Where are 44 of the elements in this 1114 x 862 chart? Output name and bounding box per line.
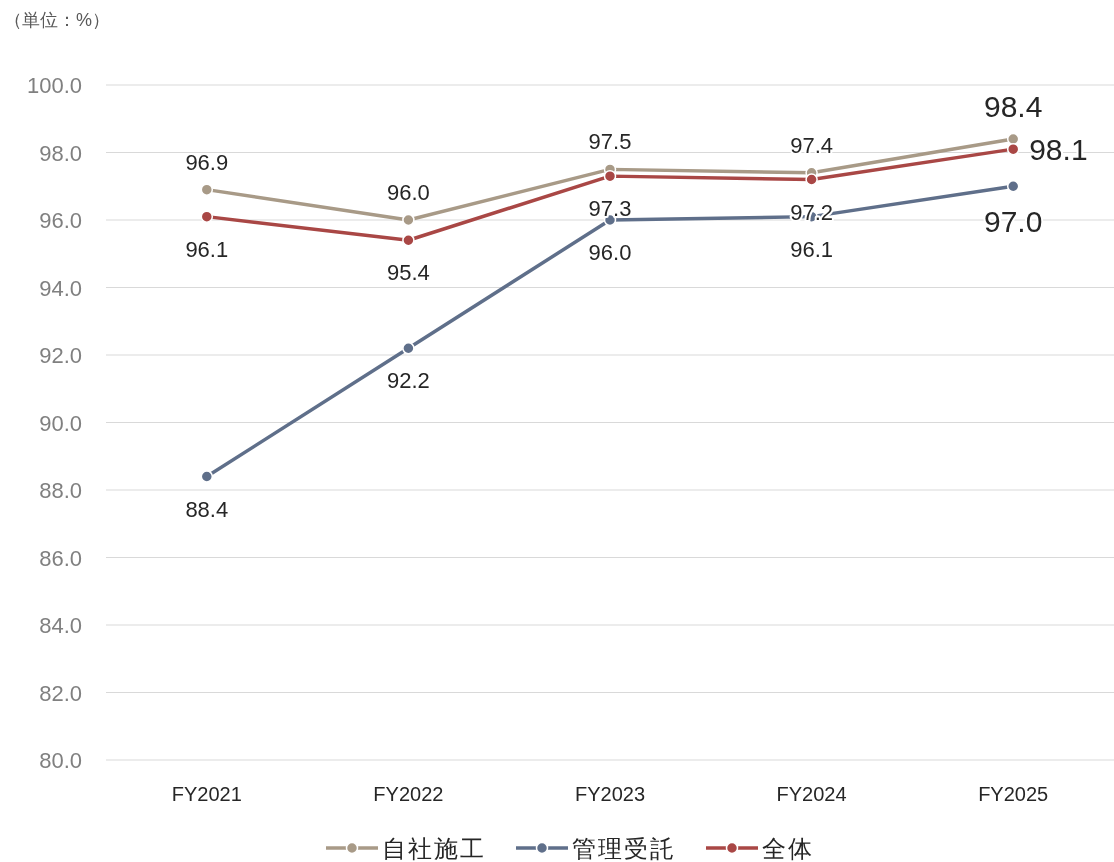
data-label: 98.1 <box>1029 133 1088 167</box>
point <box>603 169 617 183</box>
y-axis-title: （単位：%） <box>4 10 111 30</box>
data-label: 97.3 <box>588 196 632 222</box>
x-tick-label: FY2023 <box>574 783 646 805</box>
legend-label: 全体 <box>762 835 814 862</box>
y-tick-label: 90.0 <box>39 410 82 436</box>
point <box>200 183 214 196</box>
y-tick-label: 94.0 <box>39 275 82 301</box>
data-label: 96.0 <box>588 240 632 265</box>
y-tick-label: 88.0 <box>39 478 82 503</box>
data-label: 97.5 <box>588 129 632 155</box>
legend-label: 自社施工 <box>382 835 486 862</box>
point <box>402 342 415 355</box>
point <box>1006 180 1020 193</box>
data-label: 96.1 <box>790 236 834 262</box>
data-label: 96.9 <box>185 149 229 175</box>
y-tick-label: 84.0 <box>39 613 82 638</box>
point <box>1006 132 1020 146</box>
x-tick-label: FY2025 <box>978 783 1049 805</box>
data-label: 96.0 <box>386 180 430 205</box>
data-label: 95.4 <box>386 260 430 286</box>
x-tick-label: FY2022 <box>373 783 444 805</box>
point <box>200 210 214 223</box>
y-tick-label: 98.0 <box>39 140 82 166</box>
y-tick-label: 100.0 <box>26 73 82 98</box>
y-tick-label: 82.0 <box>39 680 82 706</box>
data-label: 88.4 <box>185 496 229 522</box>
data-label: 92.2 <box>386 368 430 394</box>
y-tick-label: 96.0 <box>39 208 82 233</box>
data-label: 98.4 <box>984 90 1043 123</box>
data-label: 97.4 <box>790 132 834 158</box>
data-label: 96.1 <box>185 236 229 262</box>
y-tick-label: 86.0 <box>39 545 82 571</box>
point <box>805 173 818 186</box>
legend-label: 管理受託 <box>572 835 676 862</box>
x-tick-label: FY2021 <box>171 783 242 805</box>
y-tick-label: 92.0 <box>39 343 82 368</box>
point <box>1006 142 1020 156</box>
point <box>200 470 214 483</box>
y-tick-label: 80.0 <box>39 748 82 773</box>
data-label: 97.0 <box>984 205 1043 239</box>
x-tick-label: FY2024 <box>776 783 847 805</box>
point <box>402 213 415 227</box>
